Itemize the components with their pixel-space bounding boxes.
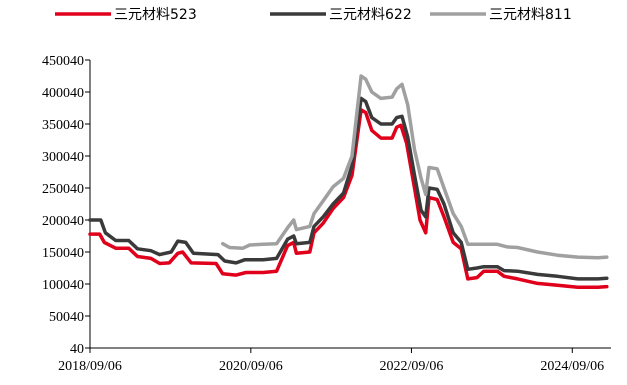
y-tick-label: 400040 <box>42 86 84 101</box>
y-tick-label: 50040 <box>49 310 84 325</box>
y-tick-label: 350040 <box>42 118 84 133</box>
legend-label: 三元材料622 <box>329 7 412 23</box>
y-tick-label: 150040 <box>42 246 84 261</box>
series-line <box>220 74 609 260</box>
series-line <box>88 108 609 289</box>
legend-label: 三元材料523 <box>114 7 197 23</box>
y-tick-label: 250040 <box>42 182 84 197</box>
x-tick-label: 2022/09/06 <box>380 359 444 374</box>
series-line <box>88 96 609 281</box>
plot-area <box>88 74 609 289</box>
y-tick-label: 450040 <box>42 54 84 69</box>
legend: 三元材料523 三元材料622 三元材料811 <box>55 7 572 23</box>
x-tick-label: 2020/09/06 <box>219 359 283 374</box>
y-tick-label: 300040 <box>42 150 84 165</box>
y-tick-label: 200040 <box>42 214 84 229</box>
legend-label: 三元材料811 <box>489 7 572 23</box>
x-axis: 2018/09/06 2020/09/06 2022/09/06 2024/09/06 <box>58 347 611 374</box>
x-tick-label: 2018/09/06 <box>58 359 122 374</box>
y-tick-label: 40 <box>70 342 84 357</box>
x-tick-label: 2024/09/06 <box>540 359 604 374</box>
y-axis: 40 50040 100040 150040 200040 250040 300040 350… <box>42 54 91 357</box>
y-tick-label: 100040 <box>42 278 84 293</box>
